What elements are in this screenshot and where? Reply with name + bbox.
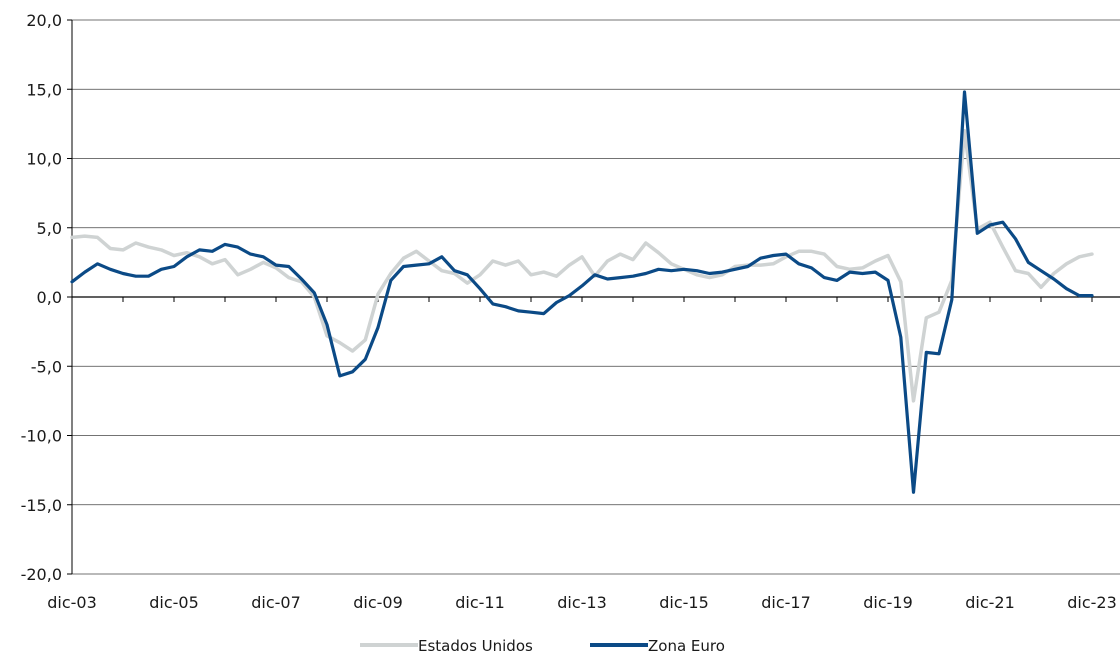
x-tick-label: dic-17 <box>761 593 811 612</box>
x-tick-label: dic-23 <box>1067 593 1117 612</box>
y-tick-label: -15,0 <box>21 496 62 515</box>
x-tick-label: dic-05 <box>149 593 199 612</box>
y-tick-label: 10,0 <box>26 150 62 169</box>
x-tick-label: dic-07 <box>251 593 301 612</box>
gridlines <box>72 19 1120 575</box>
y-tick-label: 0,0 <box>37 288 62 307</box>
y-tick-label: 15,0 <box>26 80 62 99</box>
series-line-zona-euro <box>70 90 1094 494</box>
x-tick-label: dic-13 <box>557 593 607 612</box>
legend-label-zona-euro: Zona Euro <box>648 637 725 653</box>
x-tick-label: dic-15 <box>659 593 709 612</box>
x-axis: dic-03 dic-05 dic-07 dic-09 dic-11 dic-13 dic-… <box>47 296 1120 612</box>
y-tick-label: -10,0 <box>21 427 62 446</box>
y-axis: 20,0 15,0 10,0 5,0 0,0 -5,0 -10,0 -15,0 -20,0 <box>21 11 73 584</box>
y-tick-label: -20,0 <box>21 565 62 584</box>
y-tick-label: 20,0 <box>26 11 62 30</box>
x-tick-label: dic-03 <box>47 593 97 612</box>
series-lines <box>70 90 1094 494</box>
y-tick-label: -5,0 <box>31 357 62 376</box>
legend-label-estados-unidos: Estados Unidos <box>418 637 533 653</box>
x-tick-label: dic-19 <box>863 593 913 612</box>
x-tick-label: dic-11 <box>455 593 505 612</box>
y-tick-label: 5,0 <box>37 219 62 238</box>
series-line-estados-unidos <box>70 129 1094 403</box>
x-tick-label: dic-21 <box>965 593 1015 612</box>
x-tick-label: dic-09 <box>353 593 403 612</box>
legend: Estados Unidos Zona Euro <box>360 637 725 653</box>
